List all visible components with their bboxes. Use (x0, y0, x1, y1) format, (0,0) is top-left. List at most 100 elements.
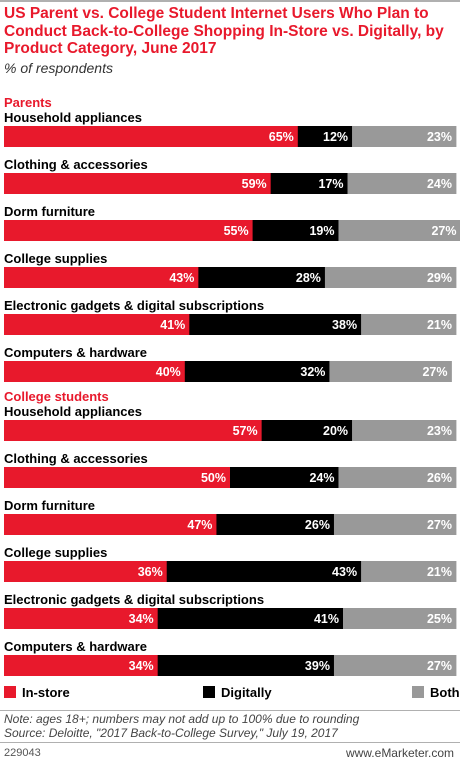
bar-segment (216, 514, 335, 535)
bottom-rule (0, 742, 460, 743)
bar-segment (230, 467, 339, 488)
data-label: 41% (314, 612, 339, 626)
data-label: 43% (332, 565, 357, 579)
bar-segment (4, 561, 168, 582)
bar-segment (352, 126, 457, 147)
data-label: 43% (169, 271, 194, 285)
data-label: 25% (427, 612, 452, 626)
bar-segment (4, 173, 272, 194)
bar-segment (4, 314, 190, 335)
data-label: 21% (427, 318, 452, 332)
bar-segment (4, 361, 186, 382)
group-label: Parents (4, 95, 52, 110)
data-label: 41% (160, 318, 185, 332)
footer-rule (0, 710, 460, 711)
bar-segment (347, 173, 457, 194)
bar-segment (338, 467, 457, 488)
legend-label: In-store (22, 685, 70, 700)
data-label: 40% (156, 365, 181, 379)
bar-segment (4, 420, 263, 441)
legend-swatch (4, 686, 16, 698)
bar-segment (361, 561, 457, 582)
bar-segment (166, 561, 362, 582)
bar-segment (324, 267, 457, 288)
legend-swatch (412, 686, 424, 698)
bar-segment (4, 220, 253, 241)
data-label: 55% (224, 224, 249, 238)
category-label: Computers & hardware (4, 345, 147, 360)
bar-segment (198, 267, 326, 288)
data-label: 12% (323, 130, 348, 144)
top-rule (0, 0, 460, 2)
category-label: Household appliances (4, 404, 142, 419)
chart-title: US Parent vs. College Student Internet U… (4, 5, 444, 57)
data-label: 27% (422, 365, 447, 379)
source-text: Source: Deloitte, "2017 Back-to-College … (4, 725, 338, 740)
bar-segment (297, 126, 353, 147)
data-label: 50% (201, 471, 226, 485)
bar-segment (338, 220, 460, 241)
category-label: Dorm furniture (4, 204, 95, 219)
footnote: Note: ages 18+; numbers may not add up t… (4, 712, 360, 740)
category-label: Household appliances (4, 110, 142, 125)
data-label: 26% (305, 518, 330, 532)
data-label: 29% (427, 271, 452, 285)
legend-label: Both (430, 685, 460, 700)
data-label: 38% (332, 318, 357, 332)
brand-link[interactable]: www.eMarketer.com (345, 746, 454, 760)
data-label: 24% (309, 471, 334, 485)
data-label: 65% (269, 130, 294, 144)
data-label: 20% (323, 424, 348, 438)
bar-segment (4, 608, 159, 629)
data-label: 27% (427, 518, 452, 532)
category-label: Electronic gadgets & digital subscriptio… (4, 298, 264, 313)
data-label: 24% (427, 177, 452, 191)
bar-segment (189, 314, 362, 335)
category-label: Electronic gadgets & digital subscriptio… (4, 592, 264, 607)
category-label: College supplies (4, 545, 107, 560)
bar-segment (361, 314, 457, 335)
bar-segment (184, 361, 330, 382)
category-label: Clothing & accessories (4, 451, 148, 466)
data-label: 17% (318, 177, 343, 191)
data-label: 39% (305, 659, 330, 673)
bar-segment (4, 267, 199, 288)
data-label: 34% (129, 659, 154, 673)
data-label: 47% (187, 518, 212, 532)
data-label: 27% (431, 224, 456, 238)
bar-segment (157, 608, 344, 629)
chart-id: 229043 (4, 747, 41, 759)
category-label: Clothing & accessories (4, 157, 148, 172)
data-label: 26% (427, 471, 452, 485)
data-label: 19% (309, 224, 334, 238)
bar-segment (329, 361, 452, 382)
data-label: 21% (427, 565, 452, 579)
legend-label: Digitally (221, 685, 272, 700)
bar-segment (333, 655, 457, 676)
data-label: 28% (296, 271, 321, 285)
data-label: 23% (427, 130, 452, 144)
data-label: 27% (427, 659, 452, 673)
bar-segment (261, 420, 353, 441)
category-label: College supplies (4, 251, 107, 266)
chart-subtitle: % of respondents (4, 60, 113, 76)
bar-segment (4, 655, 159, 676)
bar-segment (4, 514, 217, 535)
group-label: College students (4, 389, 109, 404)
data-label: 59% (242, 177, 267, 191)
bar-segment (343, 608, 457, 629)
bar-segment (270, 173, 348, 194)
bar-segment (4, 126, 299, 147)
data-label: 36% (138, 565, 163, 579)
legend-swatch (203, 686, 215, 698)
data-label: 57% (233, 424, 258, 438)
category-label: Dorm furniture (4, 498, 95, 513)
note-text: Note: ages 18+; numbers may not add up t… (4, 712, 360, 726)
bar-segment (333, 514, 457, 535)
data-label: 32% (300, 365, 325, 379)
bar-segment (352, 420, 457, 441)
data-label: 34% (129, 612, 154, 626)
data-label: 23% (427, 424, 452, 438)
category-label: Computers & hardware (4, 639, 147, 654)
